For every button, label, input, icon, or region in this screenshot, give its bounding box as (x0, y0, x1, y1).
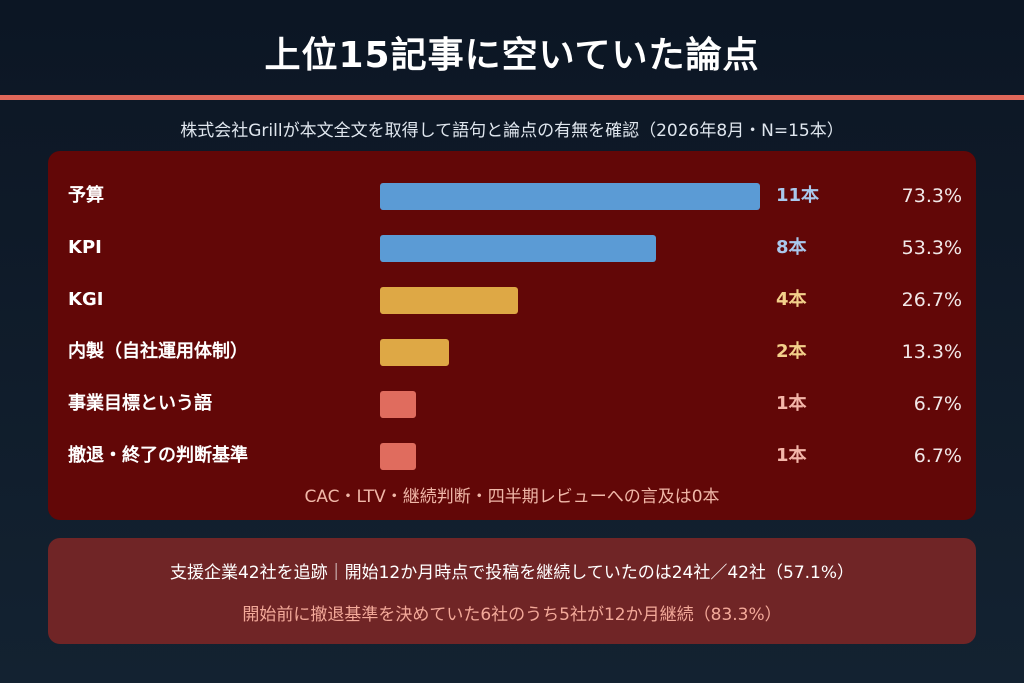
page-title: 上位15記事に空いていた論点 (264, 35, 760, 76)
stats-panel: 支援企業42社を追跡｜開始12か月時点で投稿を継続していたのは24社／42社（5… (48, 538, 976, 644)
percent-label: 73.3% (901, 185, 962, 207)
bar (380, 183, 760, 210)
chart-note: CAC・LTV・継続判断・四半期レビューへの言及は0本 (304, 487, 720, 507)
stats-line-tracking: 支援企業42社を追跡｜開始12か月時点で投稿を継続していたのは24社／42社（5… (169, 563, 855, 583)
title-divider (0, 95, 1024, 100)
count-label: 8本 (776, 237, 807, 258)
percent-label: 53.3% (901, 237, 962, 259)
bar (380, 391, 416, 418)
category-label: KGI (68, 289, 104, 310)
category-label: 撤退・終了の判断基準 (68, 445, 248, 466)
category-label: 事業目標という語 (68, 393, 212, 414)
count-label: 1本 (776, 445, 807, 466)
category-label: 内製（自社運用体制） (68, 341, 248, 362)
page-subtitle: 株式会社Grillが本文全文を取得して語句と論点の有無を確認（2026年8月・N… (180, 121, 844, 141)
count-label: 4本 (776, 289, 807, 310)
bar (380, 235, 656, 262)
bar (380, 339, 449, 366)
bar (380, 287, 518, 314)
bar (380, 443, 416, 470)
count-label: 2本 (776, 341, 807, 362)
category-label: 予算 (68, 185, 104, 206)
percent-label: 6.7% (913, 393, 962, 415)
count-label: 11本 (776, 185, 820, 206)
percent-label: 13.3% (901, 341, 962, 363)
count-label: 1本 (776, 393, 807, 414)
category-label: KPI (68, 237, 102, 258)
stats-line-exit-criteria: 開始前に撤退基準を決めていた6社のうち5社が12か月継続（83.3%） (242, 605, 782, 625)
chart-panel (48, 151, 976, 520)
percent-label: 26.7% (901, 289, 962, 311)
percent-label: 6.7% (913, 445, 962, 467)
